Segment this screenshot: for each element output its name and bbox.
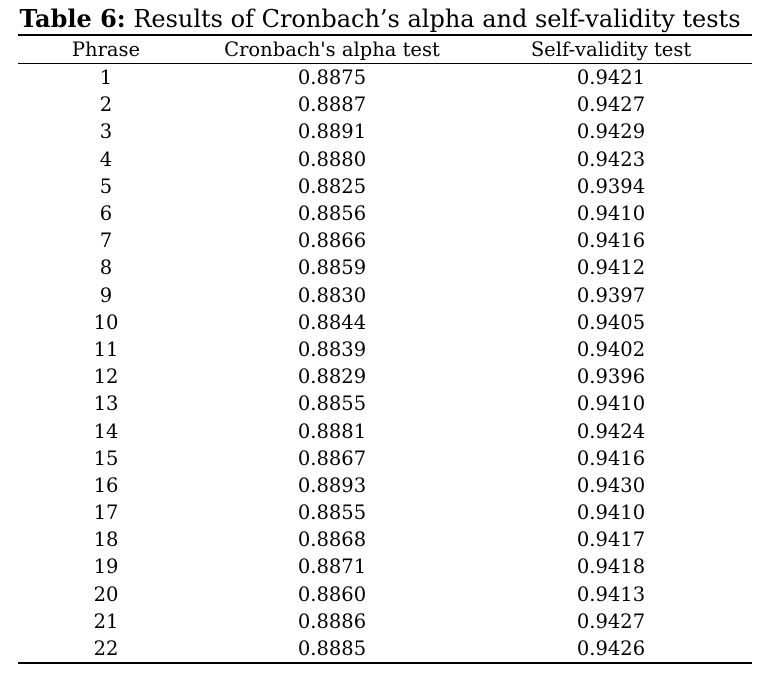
table-row: 2 0.8887 0.9427 — [18, 91, 752, 118]
table-row: 3 0.8891 0.9429 — [18, 118, 752, 145]
cell-phrase: 10 — [93, 310, 119, 334]
table-row: 13 0.8855 0.9410 — [18, 390, 752, 417]
cell-cronbach-alpha: 0.8880 — [297, 147, 367, 171]
cell-self-validity: 0.9412 — [576, 256, 646, 280]
cell-phrase: 20 — [93, 582, 119, 606]
table-row: 16 0.8893 0.9430 — [18, 472, 752, 499]
cell-self-validity: 0.9417 — [576, 528, 646, 552]
cell-phrase: 5 — [99, 174, 113, 198]
table-row: 12 0.8829 0.9396 — [18, 363, 752, 390]
cell-cronbach-alpha: 0.8855 — [297, 501, 367, 525]
table-row: 9 0.8830 0.9397 — [18, 282, 752, 309]
cell-cronbach-alpha: 0.8866 — [297, 229, 367, 253]
table-row: 6 0.8856 0.9410 — [18, 200, 752, 227]
cell-self-validity: 0.9421 — [576, 66, 646, 90]
table-row: 5 0.8825 0.9394 — [18, 173, 752, 200]
cell-cronbach-alpha: 0.8891 — [297, 120, 367, 144]
cell-self-validity: 0.9426 — [576, 637, 646, 661]
cell-cronbach-alpha: 0.8829 — [297, 365, 367, 389]
cell-phrase: 21 — [93, 609, 119, 633]
cell-phrase: 11 — [93, 337, 119, 361]
table-row: 19 0.8871 0.9418 — [18, 553, 752, 580]
cell-cronbach-alpha: 0.8886 — [297, 609, 367, 633]
table-row: 14 0.8881 0.9424 — [18, 417, 752, 444]
table-row: 11 0.8839 0.9402 — [18, 336, 752, 363]
table-row: 17 0.8855 0.9410 — [18, 499, 752, 526]
cell-cronbach-alpha: 0.8875 — [297, 66, 367, 90]
cell-self-validity: 0.9394 — [576, 174, 646, 198]
table-row: 4 0.8880 0.9423 — [18, 146, 752, 173]
cell-cronbach-alpha: 0.8868 — [297, 528, 367, 552]
table-row: 18 0.8868 0.9417 — [18, 526, 752, 553]
cell-cronbach-alpha: 0.8881 — [297, 419, 367, 443]
header-self-validity: Self-validity test — [530, 38, 692, 61]
cell-self-validity: 0.9427 — [576, 93, 646, 117]
cell-self-validity: 0.9405 — [576, 310, 646, 334]
cell-phrase: 4 — [99, 147, 113, 171]
cell-phrase: 1 — [99, 66, 113, 90]
cell-cronbach-alpha: 0.8893 — [297, 473, 367, 497]
cell-cronbach-alpha: 0.8839 — [297, 337, 367, 361]
cell-self-validity: 0.9430 — [576, 473, 646, 497]
cell-cronbach-alpha: 0.8825 — [297, 174, 367, 198]
cell-cronbach-alpha: 0.8867 — [297, 446, 367, 470]
table-caption-label: Table 6: — [19, 4, 126, 33]
cell-phrase: 19 — [93, 555, 119, 579]
cell-cronbach-alpha: 0.8885 — [297, 637, 367, 661]
cell-cronbach-alpha: 0.8859 — [297, 256, 367, 280]
cell-self-validity: 0.9416 — [576, 229, 646, 253]
cell-self-validity: 0.9402 — [576, 337, 646, 361]
table-row: 7 0.8866 0.9416 — [18, 227, 752, 254]
cell-self-validity: 0.9423 — [576, 147, 646, 171]
cell-phrase: 16 — [93, 473, 119, 497]
cell-self-validity: 0.9396 — [576, 365, 646, 389]
table-row: 22 0.8885 0.9426 — [18, 635, 752, 664]
cell-cronbach-alpha: 0.8830 — [297, 283, 367, 307]
table-row: 20 0.8860 0.9413 — [18, 581, 752, 608]
cell-phrase: 8 — [99, 256, 113, 280]
cell-cronbach-alpha: 0.8860 — [297, 582, 367, 606]
table-row: 10 0.8844 0.9405 — [18, 309, 752, 336]
cell-phrase: 15 — [93, 446, 119, 470]
cell-phrase: 18 — [93, 528, 119, 552]
cell-phrase: 12 — [93, 365, 119, 389]
cell-cronbach-alpha: 0.8855 — [297, 392, 367, 416]
cell-cronbach-alpha: 0.8871 — [297, 555, 367, 579]
cell-self-validity: 0.9427 — [576, 609, 646, 633]
table-body: 1 0.8875 0.9421 2 0.8887 0.9427 3 0.8891 0.9429 4… — [18, 64, 752, 664]
cell-self-validity: 0.9418 — [576, 555, 646, 579]
cell-self-validity: 0.9397 — [576, 283, 646, 307]
cell-phrase: 13 — [93, 392, 119, 416]
cell-self-validity: 0.9413 — [576, 582, 646, 606]
cell-cronbach-alpha: 0.8856 — [297, 202, 367, 226]
results-table: Phrase Cronbach's alpha test Self-validi… — [18, 34, 752, 664]
cell-phrase: 9 — [99, 283, 113, 307]
header-phrase: Phrase — [71, 38, 141, 61]
cell-phrase: 17 — [93, 501, 119, 525]
cell-cronbach-alpha: 0.8844 — [297, 310, 367, 334]
table-row: 8 0.8859 0.9412 — [18, 254, 752, 281]
cell-phrase: 6 — [99, 202, 113, 226]
table-caption: Table 6: Results of Cronbach’s alpha and… — [0, 4, 760, 34]
cell-self-validity: 0.9429 — [576, 120, 646, 144]
cell-self-validity: 0.9410 — [576, 202, 646, 226]
cell-self-validity: 0.9410 — [576, 392, 646, 416]
table-caption-text: Results of Cronbach’s alpha and self-val… — [133, 5, 741, 33]
table-row: 21 0.8886 0.9427 — [18, 608, 752, 635]
header-cronbach-alpha: Cronbach's alpha test — [224, 38, 440, 61]
cell-cronbach-alpha: 0.8887 — [297, 93, 367, 117]
cell-phrase: 22 — [93, 637, 119, 661]
table-row: 1 0.8875 0.9421 — [18, 64, 752, 92]
cell-phrase: 7 — [99, 229, 113, 253]
table-row: 15 0.8867 0.9416 — [18, 445, 752, 472]
cell-phrase: 14 — [93, 419, 119, 443]
cell-phrase: 3 — [99, 120, 113, 144]
table-header-row: Phrase Cronbach's alpha test Self-validi… — [18, 35, 752, 64]
cell-self-validity: 0.9424 — [576, 419, 646, 443]
cell-self-validity: 0.9416 — [576, 446, 646, 470]
cell-self-validity: 0.9410 — [576, 501, 646, 525]
cell-phrase: 2 — [99, 93, 113, 117]
